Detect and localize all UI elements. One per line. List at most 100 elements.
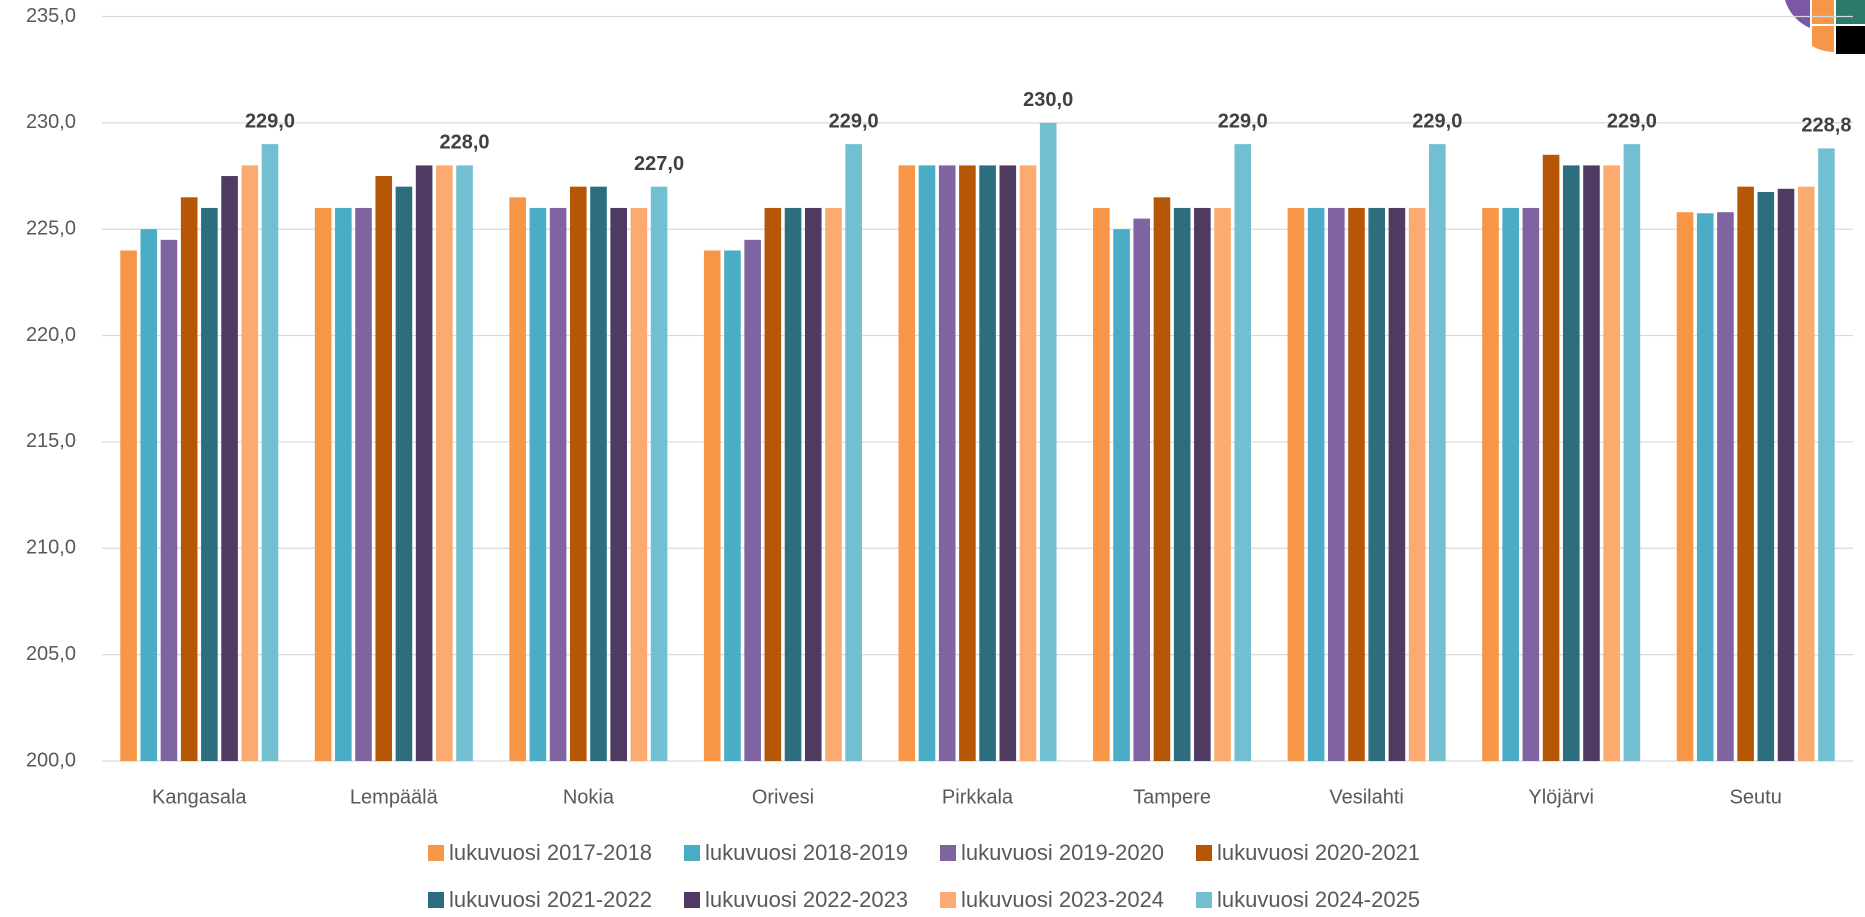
legend-swatch xyxy=(684,845,700,861)
bar xyxy=(1676,212,1694,761)
bar xyxy=(456,165,473,761)
bar xyxy=(744,239,761,762)
y-tick-label: 220,0 xyxy=(26,324,76,346)
bar xyxy=(1234,144,1252,762)
bar xyxy=(1093,207,1110,761)
bar xyxy=(140,229,158,761)
bar xyxy=(650,186,668,761)
x-tick-label: Pirkkala xyxy=(942,786,1014,808)
x-tick-label: Kangasala xyxy=(152,786,247,808)
bar xyxy=(375,176,393,762)
bar xyxy=(764,207,782,761)
legend-label: lukuvuosi 2019-2020 xyxy=(961,840,1164,865)
bar xyxy=(703,250,721,761)
data-label: 229,0 xyxy=(1218,110,1268,132)
logo xyxy=(1785,0,1865,54)
bar xyxy=(610,207,627,761)
bar xyxy=(1388,207,1406,761)
bar xyxy=(395,186,413,761)
y-tick-label: 230,0 xyxy=(26,111,76,133)
bar xyxy=(1153,197,1171,762)
bar xyxy=(1287,207,1305,761)
bar xyxy=(1797,186,1815,761)
bar xyxy=(1757,191,1775,762)
bar xyxy=(1623,144,1641,762)
bar xyxy=(1429,144,1446,762)
y-tick-label: 215,0 xyxy=(26,430,76,452)
bar xyxy=(784,207,802,761)
bar xyxy=(415,165,433,761)
bar xyxy=(1368,207,1386,761)
y-tick-label: 235,0 xyxy=(26,5,76,27)
bar xyxy=(1777,188,1795,761)
bar xyxy=(1583,165,1600,761)
data-label: 229,0 xyxy=(245,110,295,132)
bar xyxy=(314,207,332,761)
legend-label: lukuvuosi 2021-2022 xyxy=(449,887,652,912)
legend-swatch xyxy=(428,845,444,861)
bar xyxy=(241,165,259,761)
bar xyxy=(1214,207,1231,761)
legend-swatch xyxy=(1196,892,1212,908)
bar xyxy=(120,250,137,761)
bar xyxy=(590,186,607,761)
x-tick-label: Vesilahti xyxy=(1329,786,1404,808)
data-label: 230,0 xyxy=(1023,89,1073,111)
bar xyxy=(1328,207,1345,761)
legend-label: lukuvuosi 2020-2021 xyxy=(1217,840,1420,865)
data-label: 229,0 xyxy=(1412,110,1462,132)
bar xyxy=(569,186,587,761)
data-label: 229,0 xyxy=(829,110,879,132)
data-label: 229,0 xyxy=(1607,110,1657,132)
bar xyxy=(825,207,842,761)
legend-label: lukuvuosi 2024-2025 xyxy=(1217,887,1420,912)
bar xyxy=(261,144,279,762)
legend-label: lukuvuosi 2017-2018 xyxy=(449,840,652,865)
data-label: 227,0 xyxy=(634,153,684,175)
x-tick-label: Tampere xyxy=(1133,786,1211,808)
y-tick-label: 210,0 xyxy=(26,537,76,559)
bar xyxy=(529,207,547,761)
bar xyxy=(1408,207,1426,761)
legend-label: lukuvuosi 2018-2019 xyxy=(705,840,908,865)
bar xyxy=(804,207,822,761)
bar xyxy=(630,207,648,761)
bar xyxy=(355,207,372,761)
bar xyxy=(845,144,862,762)
bar xyxy=(1562,165,1580,761)
bar xyxy=(999,165,1017,761)
bar xyxy=(549,207,567,761)
x-tick-label: Nokia xyxy=(563,786,615,808)
bar xyxy=(180,197,198,762)
legend-swatch xyxy=(428,892,444,908)
bar xyxy=(1482,207,1499,761)
legend-swatch xyxy=(684,892,700,908)
bar xyxy=(1133,218,1151,762)
bar xyxy=(979,165,996,761)
bar xyxy=(1039,122,1057,762)
bar xyxy=(918,165,936,761)
bar xyxy=(1717,212,1734,761)
bar xyxy=(335,207,352,761)
x-tick-label: Orivesi xyxy=(752,786,814,808)
legend-label: lukuvuosi 2022-2023 xyxy=(705,887,908,912)
bar xyxy=(436,165,453,761)
bar xyxy=(1307,207,1325,761)
bar xyxy=(1113,229,1130,761)
bar xyxy=(160,239,178,762)
legend-swatch xyxy=(940,892,956,908)
legend-label: lukuvuosi 2023-2024 xyxy=(961,887,1164,912)
x-tick-label: Seutu xyxy=(1730,786,1782,808)
bar xyxy=(1348,207,1365,761)
bar xyxy=(1502,207,1519,761)
bar xyxy=(1818,148,1835,761)
bar xyxy=(724,250,741,761)
data-label: 228,0 xyxy=(440,132,490,154)
bar xyxy=(898,165,916,761)
bar xyxy=(1542,154,1560,761)
data-label: 228,8 xyxy=(1801,115,1851,137)
bar xyxy=(1696,213,1714,761)
bar xyxy=(938,165,956,761)
